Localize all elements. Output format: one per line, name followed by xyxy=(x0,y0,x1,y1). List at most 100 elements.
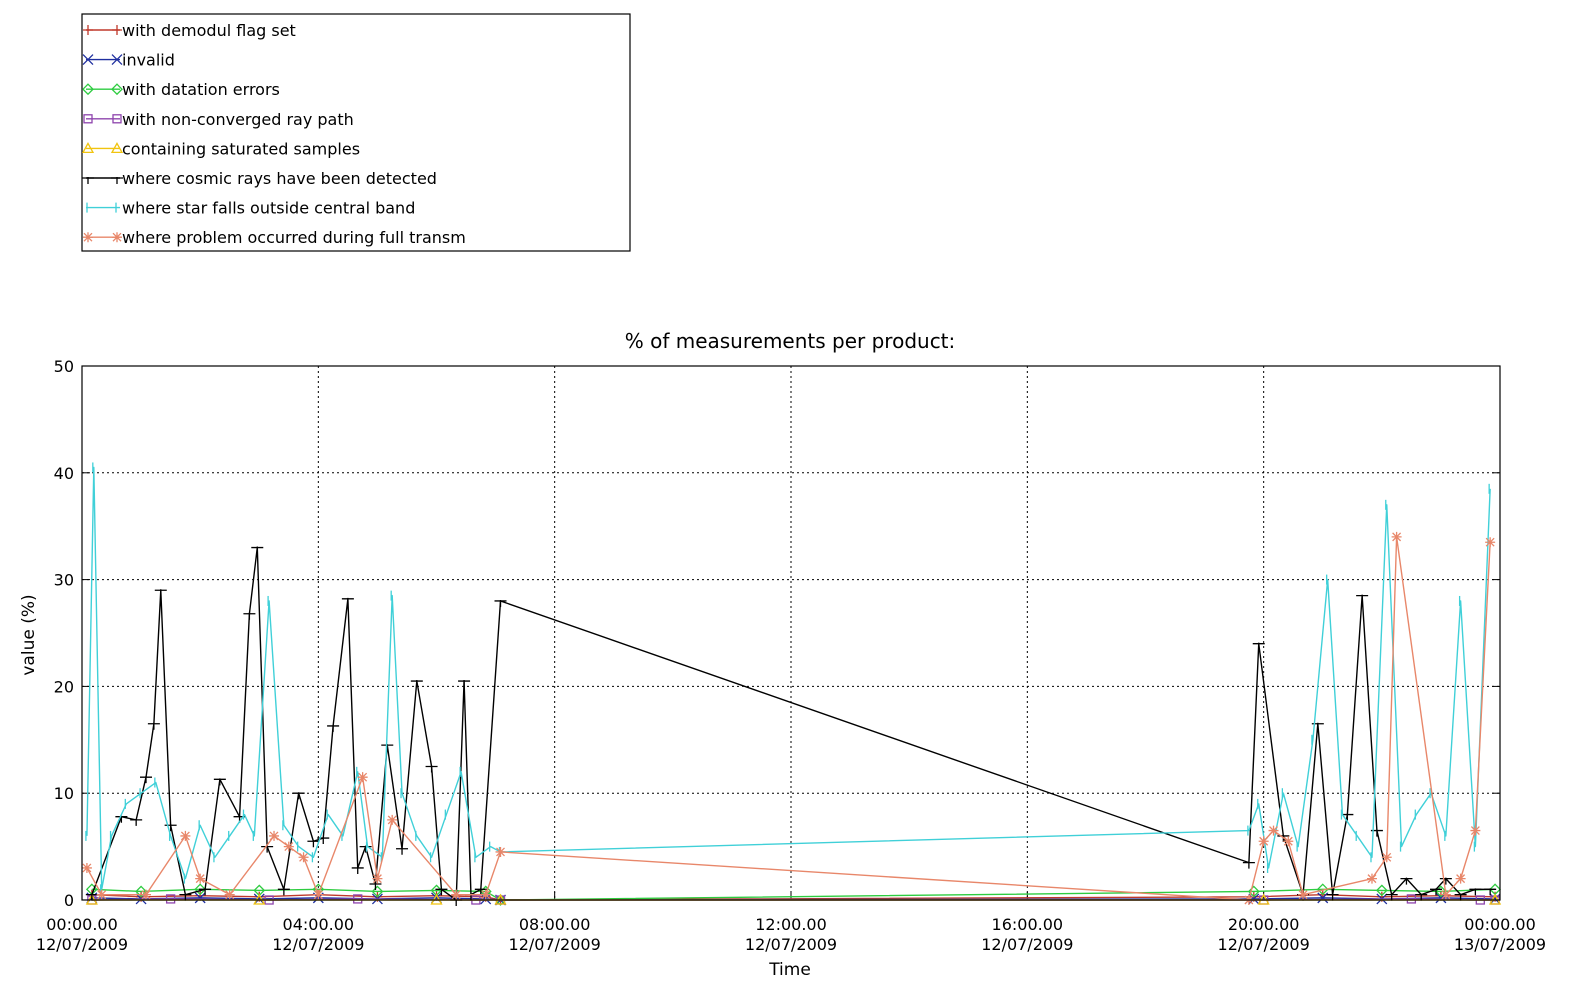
data-point xyxy=(1252,642,1265,650)
x-tick-label-time: 12:00.00 xyxy=(755,915,827,934)
data-point xyxy=(494,599,507,607)
legend-swatch-marker xyxy=(83,114,93,124)
data-point xyxy=(495,846,506,857)
data-point xyxy=(194,892,206,904)
data-point xyxy=(1484,888,1497,896)
data-point xyxy=(458,680,471,688)
data-point xyxy=(341,597,354,605)
series-where-star-falls-outside-central-band xyxy=(85,462,1491,895)
data-point xyxy=(387,814,398,825)
x-tick-label-date: 12/07/2009 xyxy=(981,935,1073,954)
data-point xyxy=(353,894,363,904)
x-tick-label-time: 00:00.00 xyxy=(46,915,118,934)
legend: with demodul flag set invalid with datatio… xyxy=(81,13,631,252)
data-point xyxy=(1485,537,1496,548)
data-point xyxy=(1268,825,1279,836)
y-axis-label: value (%) xyxy=(19,594,39,675)
x-tick-label-time: 04:00.00 xyxy=(283,915,355,934)
legend-item: with non-converged ray path xyxy=(83,110,354,129)
y-tick-label: 50 xyxy=(54,357,74,376)
data-point xyxy=(180,830,191,841)
data-point xyxy=(1400,877,1413,885)
x-tick-label-date: 12/07/2009 xyxy=(745,935,837,954)
data-point xyxy=(1247,885,1260,898)
x-tick-label-date: 12/07/2009 xyxy=(509,935,601,954)
legend-label: with non-converged ray path xyxy=(122,110,354,129)
data-point xyxy=(1381,852,1392,863)
y-tick-label: 20 xyxy=(54,677,74,696)
legend-item: where cosmic rays have been detected xyxy=(82,169,437,188)
data-point xyxy=(292,792,305,800)
legend-swatch-marker xyxy=(83,232,93,243)
data-point xyxy=(194,883,207,896)
legend-item: with demodul flag set xyxy=(83,21,296,40)
legend-swatch-marker xyxy=(112,25,122,35)
series-where-problem-occurred-during-full-transm xyxy=(81,531,1496,905)
data-point xyxy=(451,889,462,900)
data-point xyxy=(1258,836,1269,847)
data-point xyxy=(141,889,152,900)
legend-item: containing saturated samples xyxy=(81,139,360,158)
x-ticks: 00:00.0012/07/200904:00.0012/07/200908:0… xyxy=(36,892,1546,954)
data-point xyxy=(1298,889,1309,900)
legend-swatch-marker xyxy=(83,25,93,35)
legend-label: where star falls outside central band xyxy=(122,199,415,218)
data-point xyxy=(140,776,153,784)
data-point xyxy=(1341,813,1354,821)
y-tick-label: 40 xyxy=(54,464,74,483)
data-point xyxy=(1316,883,1329,896)
data-point xyxy=(1440,889,1451,900)
y-tick-label: 10 xyxy=(54,784,74,803)
data-point xyxy=(1283,836,1294,847)
y-ticks: 0 10 20 30 40 50 xyxy=(54,357,1500,910)
chart-title: % of measurements per product: xyxy=(625,329,956,353)
legend-swatch-marker xyxy=(110,142,124,154)
data-point xyxy=(307,840,320,848)
series-line xyxy=(91,893,1496,901)
series-line xyxy=(86,466,1491,891)
legend-swatch-marker xyxy=(82,83,94,96)
legend-label: where cosmic rays have been detected xyxy=(122,169,437,188)
data-point xyxy=(1439,877,1452,885)
data-point xyxy=(165,894,176,904)
data-point xyxy=(1375,884,1388,897)
legend-swatch-marker xyxy=(82,177,94,184)
data-point xyxy=(317,837,330,845)
data-point xyxy=(410,680,423,688)
data-point xyxy=(1429,888,1442,896)
data-point xyxy=(243,612,256,620)
x-tick-label-date: 12/07/2009 xyxy=(272,935,364,954)
data-point xyxy=(351,866,364,874)
data-point xyxy=(269,830,280,841)
data-point xyxy=(147,722,160,730)
data-point xyxy=(130,818,143,826)
legend-label: with demodul flag set xyxy=(122,21,296,40)
data-point xyxy=(381,744,394,752)
legend-item: where star falls outside central band xyxy=(86,199,415,218)
data-point xyxy=(154,589,167,597)
data-point xyxy=(357,772,368,783)
data-point xyxy=(251,546,264,554)
data-point xyxy=(283,841,294,852)
legend-swatch-marker xyxy=(81,142,95,154)
data-point xyxy=(1391,531,1402,542)
data-point xyxy=(372,873,383,884)
x-tick-label-time: 20:00.00 xyxy=(1228,915,1300,934)
legend-swatch-marker xyxy=(111,54,123,66)
data-point xyxy=(480,889,491,900)
data-point xyxy=(261,845,274,853)
legend-swatch-marker xyxy=(111,177,123,184)
legend-label: invalid xyxy=(122,51,175,70)
legend-item: with datation errors xyxy=(82,80,280,99)
data-point xyxy=(199,888,212,896)
data-point xyxy=(164,824,177,832)
data-point xyxy=(224,889,235,900)
data-point xyxy=(327,724,340,732)
data-point xyxy=(1366,873,1377,884)
legend-box xyxy=(81,13,631,252)
data-point xyxy=(1455,873,1466,884)
x-axis-label: Time xyxy=(768,960,811,980)
data-point xyxy=(1470,825,1481,836)
series-layer xyxy=(81,462,1502,906)
data-point xyxy=(1469,888,1482,896)
